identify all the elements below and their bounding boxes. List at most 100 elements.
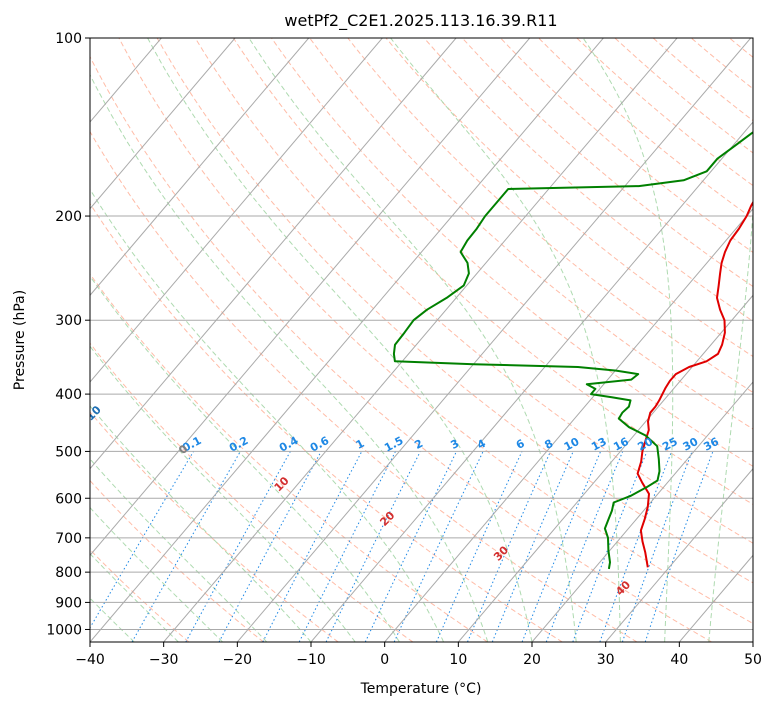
isotherm-gridline	[90, 38, 236, 210]
dry-adiabat-line	[90, 130, 638, 642]
x-tick-label: 50	[744, 652, 762, 668]
x-tick-label: 0	[380, 652, 389, 668]
mixing-ratio-label: 6	[514, 437, 527, 452]
mixing-ratio-label: 25	[660, 435, 680, 454]
moist-adiabat-line	[390, 38, 621, 642]
mixing-ratio-line	[90, 451, 194, 629]
mixing-ratio-label: 3	[448, 437, 461, 452]
mixing-ratio-line	[298, 451, 396, 642]
dry-adiabat-line	[385, 38, 753, 358]
x-tick-label: 40	[670, 652, 688, 668]
isotherm-gridline	[90, 38, 310, 297]
dry-adiabat-line	[538, 38, 753, 220]
isotherm-gridline	[457, 294, 753, 642]
mixing-ratio-line	[393, 451, 484, 642]
dry-adiabat-line	[500, 38, 753, 254]
moist-adiabat-line	[90, 553, 179, 642]
mixing-ratio-line	[131, 451, 241, 642]
moist-adiabat-line	[90, 458, 268, 642]
dry-adiabat-line	[90, 202, 563, 642]
moist-adiabat-line	[248, 38, 577, 642]
moist-adiabat-line	[90, 188, 445, 642]
moist-adiabat-line	[90, 73, 489, 642]
dry-adiabat-line	[90, 548, 190, 642]
mixing-ratio-line	[599, 451, 673, 642]
mixing-ratio-label: 36	[701, 435, 721, 454]
x-axis: −40 −30 −20 −10 0 10 20 30 40 50	[75, 642, 762, 668]
mixing-ratio-line	[185, 451, 291, 642]
mixing-ratio-label: 13	[589, 435, 609, 454]
mixing-ratio-label: 20	[635, 435, 655, 454]
mixing-ratio-label: 30	[681, 435, 701, 454]
dry-adiabat-line	[90, 411, 339, 642]
dry-adiabat-label: 20	[377, 509, 397, 529]
y-tick-label: 100	[55, 31, 82, 47]
mixing-ratio-label: 4	[475, 437, 488, 452]
y-tick-label: 500	[55, 444, 82, 460]
x-tick-label: −10	[296, 652, 326, 668]
dry-adiabat-line	[90, 479, 264, 642]
x-tick-label: 20	[523, 652, 541, 668]
moist-adiabat-line	[147, 38, 533, 642]
mixing-ratio-line	[435, 451, 523, 642]
dry-adiabat-line	[768, 38, 775, 642]
isotherm-gridline	[90, 38, 457, 470]
y-tick-label: 400	[55, 387, 82, 403]
isotherm-gridline	[678, 554, 753, 642]
x-tick-label: −40	[75, 652, 105, 668]
dry-adiabat-line	[271, 38, 753, 467]
mixing-ratio-line	[467, 451, 551, 642]
mixing-ratio-line	[218, 451, 322, 642]
line-labels: 0.10.20.40.611.52346810131620253036-100-…	[80, 403, 721, 598]
dry-adiabat-line	[156, 38, 753, 584]
plot-frame	[89, 37, 754, 643]
y-tick-label: 600	[55, 491, 82, 507]
mixing-ratio-label: 2	[412, 437, 425, 452]
grid	[90, 38, 753, 642]
y-tick-label: 800	[55, 565, 82, 581]
y-tick-label: 300	[55, 313, 82, 329]
x-tick-label: 10	[449, 652, 467, 668]
y-tick-label: 900	[55, 595, 82, 611]
mixing-ratio-line	[325, 451, 421, 642]
isotherm-gridline	[90, 38, 604, 642]
mixing-ratio-line	[545, 451, 624, 642]
y-tick-label: 700	[55, 531, 82, 547]
dry-adiabat-line	[614, 38, 753, 154]
dry-adiabat-line	[729, 38, 753, 58]
y-axis-label: Pressure (hPa)	[12, 290, 28, 390]
x-tick-label: 30	[597, 652, 615, 668]
isotherm-gridline	[90, 38, 383, 383]
dry-adiabat-line	[90, 273, 488, 642]
y-axis: 100 200 300 400 500 600 700 800 900 1000	[46, 31, 90, 638]
chart-title: wetPf2_C2E1.2025.113.16.39.R11	[284, 11, 557, 31]
isotherm-gridline	[90, 38, 531, 557]
mixing-ratio-line	[572, 451, 648, 642]
mixing-ratio-line	[621, 451, 693, 642]
isotherm-gridline	[236, 38, 752, 642]
moist-adiabat-line	[90, 275, 400, 642]
dry-adiabat-line	[690, 38, 753, 90]
dry-adiabat-label: -10	[80, 403, 103, 426]
dry-adiabat-line	[309, 38, 753, 430]
x-tick-label: −20	[223, 652, 253, 668]
mixing-ratio-label: 16	[611, 435, 631, 454]
moist-adiabat-line	[582, 38, 674, 642]
isotherm-gridline	[531, 381, 753, 642]
isotherm-gridline	[163, 38, 678, 642]
dry-adiabat-line	[423, 38, 753, 322]
isotherm-gridline	[605, 467, 753, 642]
dewpoint-profile	[392, 131, 753, 570]
dry-adiabat-line	[118, 38, 753, 625]
mixing-ratio-label: 1	[354, 437, 367, 452]
mixing-ratio-line	[644, 451, 714, 642]
isotherm-gridline	[384, 207, 753, 642]
dry-adiabat-line	[194, 38, 753, 544]
dry-adiabat-line	[461, 38, 753, 288]
mixing-ratio-label: 8	[542, 437, 555, 452]
dry-adiabat-line	[90, 55, 712, 642]
y-tick-label: 200	[55, 209, 82, 225]
moist-adiabat-line	[90, 597, 135, 642]
moist-adiabat-line	[708, 205, 753, 642]
